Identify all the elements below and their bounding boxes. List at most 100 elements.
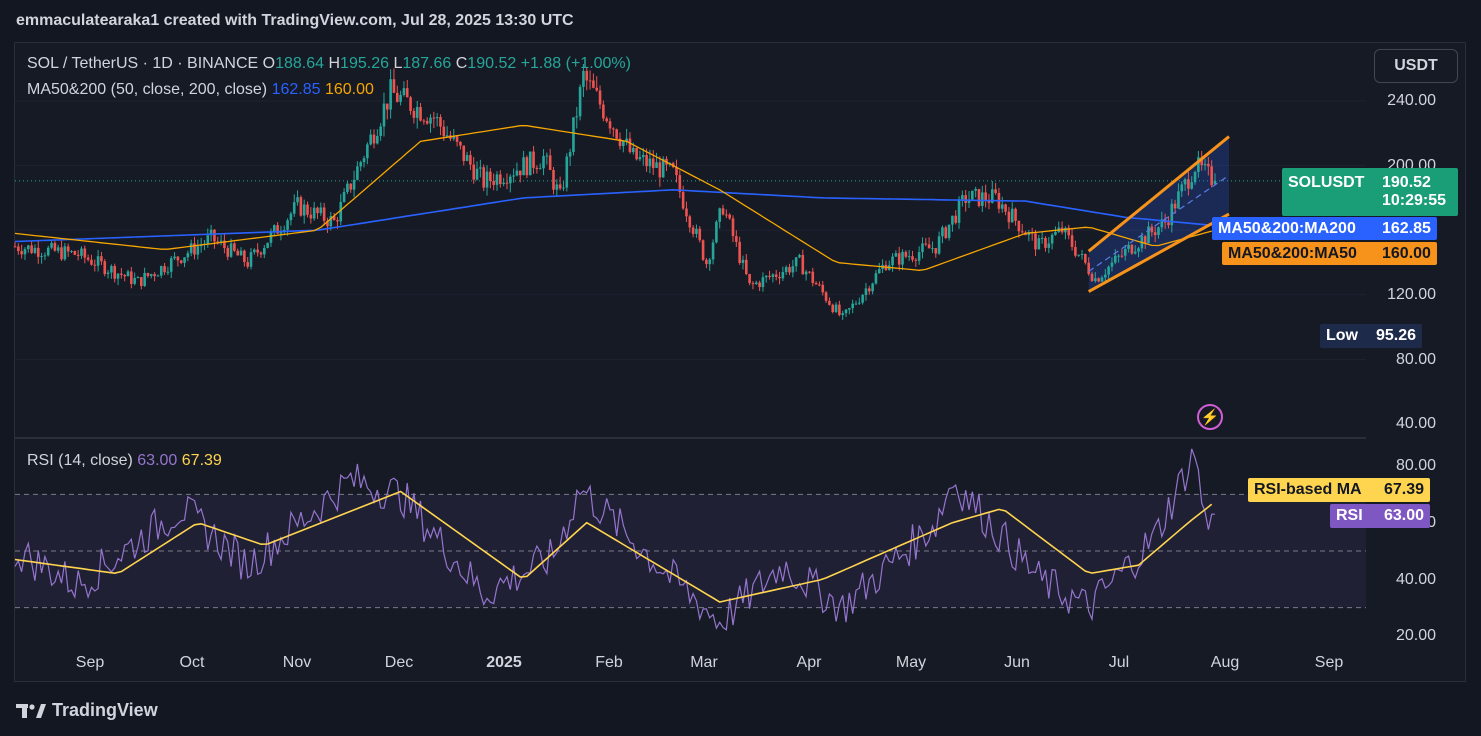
- candle-body: [695, 228, 698, 234]
- candle-body: [1064, 227, 1067, 233]
- ma-name[interactable]: MA50&200 (50, close, 200, close): [27, 81, 268, 98]
- candle-body: [256, 249, 259, 253]
- candle-body: [638, 157, 642, 160]
- candle-body: [871, 283, 874, 292]
- candle-body: [329, 216, 333, 227]
- candle-body: [60, 247, 63, 260]
- candle-body: [322, 207, 326, 221]
- rsi-tag: RSI 63.00: [1330, 504, 1431, 528]
- candle-body: [289, 213, 293, 221]
- symbol-name[interactable]: SOL / TetherUS · 1D · BINANCE: [27, 55, 259, 72]
- candle-body: [216, 241, 220, 243]
- candle-body: [1040, 237, 1044, 239]
- candle-body: [794, 257, 798, 267]
- candle-body: [641, 154, 645, 158]
- candle-body: [1054, 231, 1057, 235]
- candle-body: [485, 171, 489, 188]
- candle-body: [538, 168, 542, 170]
- candle-body: [568, 151, 572, 157]
- rsi-tag-value: 63.00: [1384, 507, 1425, 524]
- candle-body: [1180, 184, 1184, 192]
- tradingview-brand[interactable]: TradingView: [16, 700, 158, 721]
- candle-body: [103, 261, 107, 275]
- candle-body: [106, 272, 110, 275]
- channel-upper-line: [1087, 135, 1230, 253]
- candle-body: [595, 87, 599, 91]
- candle-body: [1147, 226, 1150, 244]
- month-label: Feb: [595, 654, 623, 671]
- candle-body: [831, 304, 835, 313]
- candle-body: [372, 134, 376, 144]
- candle-body: [1014, 208, 1017, 221]
- candle-body: [462, 145, 466, 161]
- candle-body: [608, 121, 612, 129]
- candle-body: [442, 126, 446, 137]
- candle-body: [472, 164, 476, 180]
- candle-body: [339, 201, 343, 222]
- symbol-legend[interactable]: SOL / TetherUS · 1D · BINANCE O188.64 H1…: [27, 55, 631, 73]
- candle-body: [914, 259, 918, 261]
- candle-body: [961, 195, 964, 200]
- candle-body: [751, 283, 755, 285]
- month-label: Jun: [1004, 654, 1030, 671]
- candle-body: [133, 278, 136, 284]
- rsi-ma-legend-value: 67.39: [181, 452, 222, 469]
- candle-body: [76, 254, 80, 256]
- candle-body: [1193, 171, 1197, 183]
- candle-body: [552, 170, 555, 190]
- candle-body: [249, 252, 253, 267]
- candle-body: [791, 266, 795, 273]
- candle-body: [924, 243, 928, 245]
- candle-body: [911, 256, 914, 260]
- currency-button[interactable]: USDT: [1374, 49, 1458, 83]
- candle-body: [302, 204, 306, 216]
- candle-body: [974, 189, 977, 191]
- candle-body: [1087, 262, 1090, 274]
- candle-body: [116, 273, 120, 279]
- candle-body: [655, 162, 658, 168]
- candle-body: [196, 246, 200, 255]
- candle-body: [219, 240, 223, 242]
- candle-body: [841, 313, 845, 315]
- candle-body: [1143, 236, 1147, 244]
- candle-body: [1047, 243, 1051, 248]
- candle-body: [515, 170, 519, 176]
- candle-body: [598, 90, 602, 105]
- candle-body: [1070, 235, 1074, 248]
- candle-body: [957, 199, 961, 223]
- rsi-legend[interactable]: RSI (14, close) 63.00 67.39: [27, 452, 222, 470]
- candle-body: [824, 292, 828, 301]
- candle-body: [678, 175, 682, 193]
- candle-body: [50, 242, 53, 248]
- candle-body: [286, 220, 289, 230]
- candle-body: [412, 110, 416, 118]
- candle-body: [944, 227, 948, 238]
- ma-legend[interactable]: MA50&200 (50, close, 200, close) 162.85 …: [27, 81, 374, 99]
- candle-body: [422, 120, 426, 122]
- rsi-name[interactable]: RSI (14, close): [27, 452, 133, 469]
- candle-body: [711, 242, 715, 260]
- candle-body: [994, 189, 997, 193]
- candle-body: [429, 117, 432, 124]
- candle-body: [708, 259, 712, 265]
- candle-body: [585, 70, 589, 81]
- candle-body: [272, 225, 276, 232]
- candle-body: [605, 118, 608, 122]
- candle-body: [146, 273, 150, 277]
- candle-body: [166, 271, 170, 273]
- candle-body: [867, 288, 871, 292]
- candle-body: [811, 271, 815, 283]
- candle-body: [246, 262, 249, 267]
- lightning-icon[interactable]: ⚡: [1197, 404, 1223, 430]
- candle-body: [1077, 254, 1081, 256]
- ma50-tag-value: 160.00: [1382, 244, 1431, 262]
- candle-body: [612, 128, 615, 130]
- candle-body: [804, 271, 808, 275]
- candle-body: [213, 229, 216, 242]
- candle-body: [971, 190, 974, 200]
- candle-body: [1020, 231, 1024, 233]
- candle-body: [891, 256, 894, 266]
- candle-body: [1207, 163, 1210, 167]
- candle-body: [774, 274, 778, 277]
